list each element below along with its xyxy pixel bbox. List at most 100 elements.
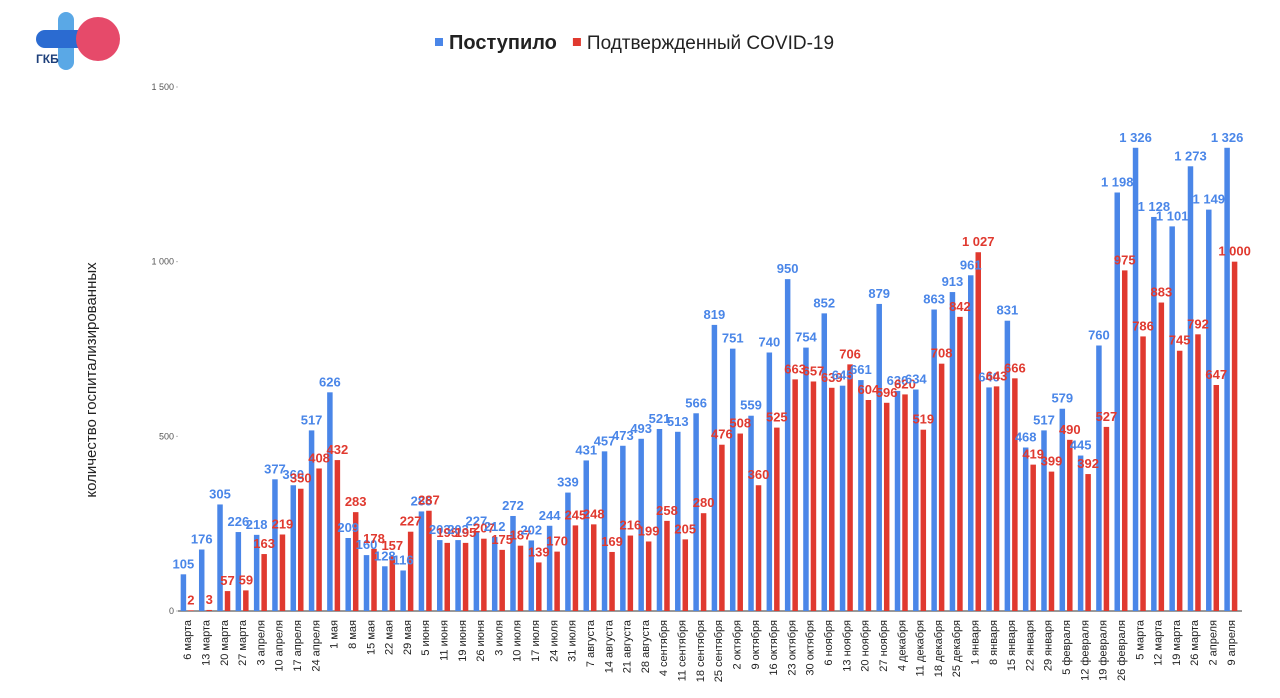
bar: [1206, 209, 1212, 611]
data-label: 473: [612, 428, 634, 443]
x-tick-label: 12 февраля: [1079, 620, 1091, 681]
data-label: 634: [905, 372, 927, 387]
y-tick-label: 0: [169, 606, 174, 616]
data-label: 207: [473, 521, 495, 536]
data-label: 643: [986, 368, 1008, 383]
data-label: 842: [949, 299, 971, 314]
data-label: 280: [693, 495, 715, 510]
data-label: 258: [656, 503, 678, 518]
bar: [609, 551, 615, 611]
x-tick-label: 7 августа: [585, 619, 597, 667]
bar: [481, 538, 487, 611]
data-label: 559: [740, 398, 762, 413]
bar: [810, 381, 817, 611]
bar: [1224, 147, 1230, 611]
data-label: 525: [766, 410, 788, 425]
bar: [601, 451, 608, 611]
bar: [675, 431, 681, 611]
bar: [426, 510, 432, 611]
data-label: 157: [381, 538, 403, 553]
bar: [627, 535, 634, 611]
data-label: 566: [685, 395, 707, 410]
bar: [931, 309, 937, 611]
bar: [1158, 302, 1165, 611]
bar: [1085, 474, 1091, 611]
x-tick-label: 9 апреля: [1226, 620, 1238, 666]
data-label: 272: [502, 498, 524, 513]
data-label: 879: [868, 286, 890, 301]
x-tick-label: 19 марта: [1171, 619, 1183, 666]
bar: [1187, 166, 1194, 612]
bar: [188, 610, 194, 611]
x-tick-label: 3 июля: [493, 620, 505, 656]
data-label: 205: [674, 521, 696, 536]
x-tick-label: 1 января: [970, 620, 982, 665]
bar: [308, 430, 315, 611]
data-label: 283: [345, 494, 367, 509]
x-tick-label: 4 декабря: [896, 620, 908, 671]
x-tick-label: 20 марта: [219, 619, 231, 666]
bar: [949, 292, 956, 611]
x-tick-label: 22 мая: [384, 620, 396, 655]
bar: [462, 542, 469, 611]
x-tick-label: 25 декабря: [951, 620, 963, 677]
data-label: 216: [619, 518, 641, 533]
data-label: 139: [528, 544, 550, 559]
bar: [444, 542, 450, 611]
x-tick-label: 2 апреля: [1208, 620, 1220, 666]
data-label: 176: [191, 532, 213, 547]
x-tick-label: 1 мая: [329, 620, 341, 649]
bar: [1067, 439, 1073, 611]
bar: [206, 609, 212, 611]
data-label: 248: [583, 506, 605, 521]
data-label: 863: [923, 292, 945, 307]
x-tick-label: 11 сентября: [677, 620, 689, 681]
y-tick-label: 500: [159, 431, 174, 441]
bar: [517, 545, 524, 611]
bar: [986, 387, 992, 611]
bar: [1103, 426, 1110, 611]
bar: [1041, 430, 1047, 611]
data-label: 708: [931, 346, 953, 361]
data-label: 579: [1051, 391, 1073, 406]
x-tick-label: 6 марта: [182, 619, 194, 660]
x-tick-label: 18 декабря: [933, 620, 945, 677]
bar: [371, 548, 377, 611]
data-label: 360: [748, 467, 770, 482]
bar: [180, 574, 187, 611]
bar: [902, 394, 908, 611]
bar: [437, 540, 443, 611]
data-label: 392: [1077, 456, 1099, 471]
x-tick-label: 28 августа: [640, 619, 652, 673]
bar: [993, 386, 1000, 611]
bar: [766, 352, 773, 611]
x-tick-label: 9 октября: [750, 620, 762, 670]
data-label: 187: [510, 528, 532, 543]
bar: [719, 444, 725, 611]
data-label: 1 326: [1211, 130, 1244, 145]
x-tick-label: 31 июля: [567, 620, 579, 662]
bar: [1059, 408, 1066, 611]
bar: [1213, 384, 1220, 611]
x-tick-label: 21 августа: [622, 619, 634, 673]
data-label: 519: [912, 412, 934, 427]
data-label: 202: [520, 522, 542, 537]
x-tick-label: 4 сентября: [658, 620, 670, 676]
bar: [224, 591, 231, 611]
data-label: 419: [1022, 447, 1044, 462]
data-label: 819: [704, 307, 726, 322]
bar: [1231, 261, 1238, 611]
x-tick-label: 2 октября: [731, 620, 743, 670]
x-tick-label: 8 января: [988, 620, 1000, 665]
bar: [1048, 471, 1055, 611]
bar: [499, 549, 505, 611]
data-label: 1 128: [1138, 199, 1171, 214]
data-label: 445: [1070, 438, 1092, 453]
bar: [572, 525, 579, 611]
data-label: 620: [894, 376, 916, 391]
data-label: 305: [209, 486, 231, 501]
data-label: 645: [832, 368, 854, 383]
data-label: 517: [301, 412, 323, 427]
x-tick-label: 13 ноября: [841, 620, 853, 672]
data-label: 657: [803, 363, 825, 378]
